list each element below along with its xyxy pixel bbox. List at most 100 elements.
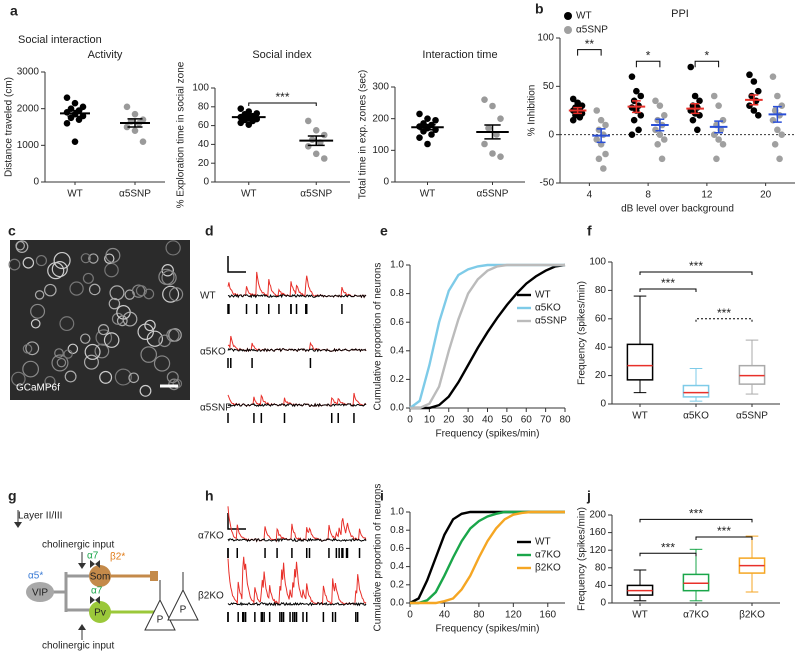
trace-label: WT: [200, 291, 216, 302]
significance-bracket: [577, 49, 602, 56]
cell-outline: [44, 283, 57, 297]
y-tick-label: 80: [198, 101, 210, 112]
panel-label: f: [587, 223, 592, 239]
data-point: [750, 78, 758, 85]
significance-label: ***: [689, 259, 703, 273]
data-point: [656, 131, 664, 138]
y-tick-label: 20: [198, 158, 210, 169]
data-point: [715, 102, 722, 109]
box: [626, 343, 654, 381]
y-axis-label: % Exploration time in social zone: [176, 61, 187, 208]
x-tick-label: α5KO: [683, 411, 709, 422]
significance-label: **: [585, 37, 595, 51]
data-point: [237, 105, 245, 112]
data-point: [489, 102, 496, 110]
error-bar: [484, 124, 501, 140]
legend-label: α5SNP: [535, 316, 567, 327]
data-point: [774, 92, 781, 100]
data-point: [750, 107, 758, 114]
cell-outline: [80, 333, 91, 344]
y-tick-label: 1000: [17, 140, 40, 151]
y-tick-label: 0.4: [390, 345, 404, 356]
scale-bar: [227, 513, 246, 530]
cell-outline: [56, 357, 67, 368]
significance-label: ***: [661, 276, 675, 290]
cdf-line: [409, 263, 565, 409]
cell-outline: [114, 368, 132, 386]
significance-label: ***: [275, 90, 289, 104]
panel-label: c: [8, 223, 16, 239]
x-axis-label: Frequency (spikes/min): [436, 429, 540, 440]
x-tick-label: α5SNP: [119, 189, 151, 200]
y-tick-label: 0.6: [390, 543, 404, 554]
significance-bar: [639, 552, 697, 557]
arrow-head: [78, 624, 86, 630]
significance-label: ***: [689, 507, 703, 521]
cell-outline: [22, 344, 33, 354]
cell-outline: [165, 240, 181, 256]
error-bar: [67, 109, 83, 118]
data-point: [658, 155, 666, 163]
data-point: [67, 114, 75, 122]
chart-title: PPI: [671, 8, 689, 20]
cell-outline: [53, 251, 71, 270]
x-tick-label: 60: [521, 415, 533, 426]
data-point: [312, 127, 320, 134]
scale-bar: [227, 256, 246, 273]
cell-outlines: [8, 240, 184, 397]
data-point: [320, 155, 328, 162]
data-point: [312, 150, 320, 158]
cell-outline: [103, 332, 120, 348]
x-tick-label: α5SNP: [477, 189, 509, 200]
cell-outline: [67, 343, 79, 355]
data-point: [131, 110, 139, 118]
x-tick-label: 12: [701, 190, 713, 201]
data-point: [497, 153, 504, 160]
x-tick-label: 70: [540, 415, 552, 426]
receptor: [90, 560, 100, 568]
box: [682, 384, 710, 398]
error-bar: [240, 114, 258, 120]
legend-label: β2KO: [535, 563, 561, 574]
panel-label: e: [380, 223, 388, 239]
chart-title: Activity: [88, 49, 123, 61]
som-terminal: [150, 571, 158, 581]
header: Social interaction: [18, 34, 102, 46]
significance-bracket: [694, 60, 720, 68]
cell-outline: [15, 240, 29, 253]
data-point: [63, 120, 71, 127]
error-bar: [714, 120, 724, 134]
cell-outline: [82, 272, 94, 284]
cell-outline: [80, 253, 91, 264]
data-point: [424, 140, 431, 148]
legend-label: α7KO: [535, 550, 561, 561]
legend-label: WT: [576, 11, 592, 22]
data-point: [424, 115, 431, 122]
x-tick-label: WT: [67, 189, 83, 200]
data-point: [485, 124, 492, 132]
data-point: [595, 155, 603, 163]
cell-outline: [44, 375, 56, 388]
y-axis-label: % Inhibition: [527, 85, 538, 137]
cell-outline: [51, 261, 68, 278]
data-point: [602, 150, 609, 158]
cell-outline: [51, 354, 69, 372]
panel-label: h: [205, 488, 214, 504]
error-bar: [127, 118, 143, 128]
trace-label: β2KO: [198, 591, 224, 602]
cell-outline: [8, 258, 21, 271]
y-tick-label: 0.0: [390, 598, 404, 609]
data-point: [710, 92, 718, 100]
y-axis-label: Cumulative proportion of neurons: [373, 263, 384, 411]
x-tick-label: WT: [632, 411, 648, 422]
y-tick-label: 80: [595, 285, 607, 296]
x-tick-label: WT: [420, 189, 436, 200]
y-axis-label: Total time in exp. zones (sec): [358, 70, 369, 200]
cell-outline: [83, 354, 99, 370]
cell-outline: [22, 360, 40, 378]
input-label: cholinergic input: [42, 641, 114, 652]
error-bar: [631, 100, 641, 114]
cell-label: Som: [90, 572, 111, 583]
